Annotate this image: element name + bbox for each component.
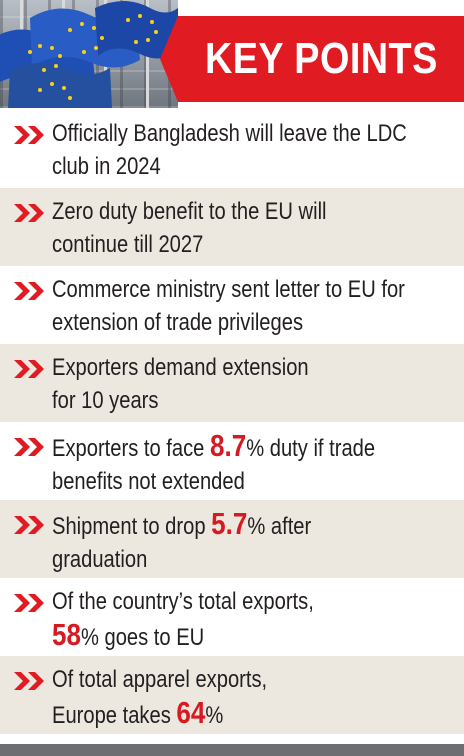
list-item: Exporters demand extension for 10 years bbox=[0, 344, 464, 422]
list-item-text: Exporters demand extension for 10 years bbox=[52, 351, 455, 417]
text-segment: Commerce ministry sent letter to EU for bbox=[52, 276, 405, 303]
text-segment: Europe takes bbox=[52, 702, 177, 729]
highlight-number: 58 bbox=[52, 617, 81, 652]
text-segment: Of total apparel exports, bbox=[52, 666, 268, 693]
text-segment: % after bbox=[247, 513, 312, 540]
list-item: Of total apparel exports, Europe takes 64… bbox=[0, 656, 464, 734]
text-segment: % bbox=[205, 702, 224, 729]
header: KEY POINTS bbox=[0, 0, 464, 108]
list-item: Zero duty benefit to the EU will continue… bbox=[0, 188, 464, 266]
text-segment: Exporters demand extension bbox=[52, 354, 309, 381]
footer-bar bbox=[0, 744, 464, 756]
list-item-text: Commerce ministry sent letter to EU for e… bbox=[52, 273, 455, 339]
list-item: Exporters to face 8.7% duty if trade bene… bbox=[0, 422, 464, 500]
double-chevron-right-icon bbox=[14, 672, 44, 690]
text-segment: % goes to EU bbox=[80, 624, 205, 651]
text-segment: % duty if trade bbox=[246, 435, 376, 462]
double-chevron-right-icon bbox=[14, 204, 44, 222]
title-band: KEY POINTS bbox=[160, 16, 464, 102]
list-item-text: Exporters to face 8.7% duty if trade bene… bbox=[52, 429, 455, 498]
list-item: Commerce ministry sent letter to EU for e… bbox=[0, 266, 464, 344]
double-chevron-right-icon bbox=[14, 360, 44, 378]
list-item: Of the country’s total exports, 58% goes … bbox=[0, 578, 464, 656]
list-item-text: Zero duty benefit to the EU will continue… bbox=[52, 195, 455, 261]
text-segment: benefits not extended bbox=[52, 468, 245, 495]
double-chevron-right-icon bbox=[14, 516, 44, 534]
highlight-number: 8.7 bbox=[209, 428, 247, 463]
text-segment: Officially Bangladesh will leave the LDC bbox=[52, 120, 407, 147]
highlight-number: 64 bbox=[176, 695, 206, 730]
list-item-text: Shipment to drop 5.7% after graduation bbox=[52, 507, 455, 576]
text-segment: Of the country’s total exports, bbox=[52, 588, 314, 615]
key-points-list: Officially Bangladesh will leave the LDC… bbox=[0, 110, 464, 734]
list-item-text: Of total apparel exports, Europe takes 64… bbox=[52, 663, 455, 732]
double-chevron-right-icon bbox=[14, 282, 44, 300]
eu-flags-illustration bbox=[0, 0, 178, 108]
text-segment: Zero duty benefit to the EU will bbox=[52, 198, 327, 225]
list-item: Shipment to drop 5.7% after graduation bbox=[0, 500, 464, 578]
double-chevron-right-icon bbox=[14, 594, 44, 612]
text-segment: continue till 2027 bbox=[52, 231, 204, 258]
text-segment: Exporters to face bbox=[52, 435, 210, 462]
list-item: Officially Bangladesh will leave the LDC… bbox=[0, 110, 464, 188]
text-segment: Shipment to drop bbox=[52, 513, 212, 540]
double-chevron-right-icon bbox=[14, 126, 44, 144]
list-item-text: Of the country’s total exports, 58% goes … bbox=[52, 585, 455, 654]
text-segment: for 10 years bbox=[52, 387, 159, 414]
text-segment: graduation bbox=[52, 546, 148, 573]
eu-flags-photo bbox=[0, 0, 178, 108]
list-item-text: Officially Bangladesh will leave the LDC… bbox=[52, 117, 455, 183]
text-segment: club in 2024 bbox=[52, 153, 161, 180]
text-segment: extension of trade privileges bbox=[52, 309, 304, 336]
double-chevron-right-icon bbox=[14, 438, 44, 456]
page-title: KEY POINTS bbox=[204, 34, 438, 83]
highlight-number: 5.7 bbox=[211, 506, 248, 541]
